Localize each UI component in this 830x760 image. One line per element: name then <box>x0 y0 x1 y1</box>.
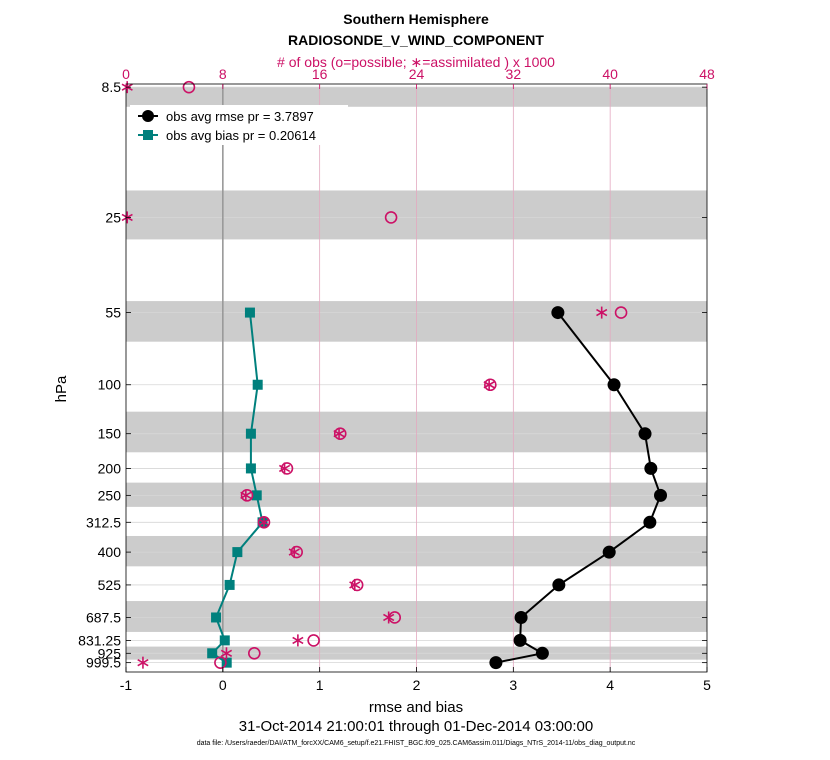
obs-assimilated-point <box>483 378 495 391</box>
obs-possible-point <box>290 545 303 559</box>
chart-subtitle: RADIOSONDE_V_WIND_COMPONENT <box>288 32 544 48</box>
obs-assimilated-point <box>333 427 345 440</box>
legend: obs avg rmse pr = 3.7897 obs avg bias pr… <box>130 105 348 145</box>
obs-count-markers <box>121 80 628 669</box>
obs-assimilated-point <box>220 647 233 660</box>
top-tick-label: 0 <box>122 66 130 82</box>
x-tick-label: 4 <box>606 677 614 693</box>
obs-assimilated-point <box>137 656 149 669</box>
rmse-point <box>513 633 527 647</box>
x-axis-ticks: -1 0 1 2 3 4 5 <box>120 667 711 693</box>
y-tick-label: 55 <box>105 305 121 321</box>
rmse-point <box>514 610 528 624</box>
x-tick-label: 3 <box>509 677 517 693</box>
bias-point <box>232 547 243 558</box>
rmse-point <box>654 488 668 502</box>
date-range: 31-Oct-2014 21:00:01 through 01-Dec-2014… <box>239 718 593 735</box>
rmse-point <box>551 306 565 320</box>
obs-assimilated-point <box>278 462 291 475</box>
rmse-point <box>489 656 503 670</box>
obs-assimilated-point <box>349 578 361 591</box>
y-axis-label: hPa <box>53 375 70 402</box>
obs-possible-point <box>240 489 254 502</box>
bias-point <box>245 428 256 439</box>
bias-point <box>251 490 262 501</box>
rmse-point <box>638 427 652 441</box>
y-tick-label: 525 <box>98 577 122 593</box>
y-tick-label: 831.25 <box>78 632 121 648</box>
obs-possible-point <box>280 462 294 475</box>
bias-point <box>244 307 255 318</box>
rmse-point <box>644 461 658 475</box>
legend-bias-marker <box>143 130 153 140</box>
y-tick-label: 400 <box>98 544 122 560</box>
y-tick-label: 200 <box>98 460 122 476</box>
y-tick-label: 150 <box>98 426 122 442</box>
obs-assimilated-point <box>288 546 300 559</box>
top-tick-label: 40 <box>602 66 618 82</box>
bias-point <box>252 379 263 390</box>
obs-possible-point <box>350 578 364 592</box>
rmse-point <box>552 578 566 592</box>
plot-area: -1 0 1 2 3 4 5 0 8 16 24 32 40 48 8.5 25 55 100 150 200 25… <box>78 66 715 693</box>
obs-assimilated-point <box>292 634 304 647</box>
y-axis-ticks: 8.5 25 55 100 150 200 250 312.5 400 525 687.5 831.2… <box>78 79 707 671</box>
rmse-point <box>607 378 621 392</box>
obs-possible-point <box>182 80 196 94</box>
grid-lines <box>126 84 707 672</box>
bias-point <box>211 612 222 623</box>
data-file-footnote: data file: /Users/raeder/DAI/ATM_forcXX/… <box>197 740 636 747</box>
top-tick-label: 48 <box>699 66 715 82</box>
obs-possible-point <box>484 378 497 392</box>
obs-possible-point <box>307 634 320 647</box>
y-tick-label: 250 <box>98 487 122 503</box>
y-tick-label: 925 <box>98 645 122 661</box>
y-tick-label: 687.5 <box>86 609 121 625</box>
x-tick-label: 0 <box>219 677 227 693</box>
y-tick-label: 25 <box>105 209 121 225</box>
bias-point <box>224 579 235 590</box>
obs-assimilated-point <box>383 611 395 624</box>
obs-possible-point <box>248 646 261 660</box>
x-axis-label: rmse and bias <box>369 699 463 716</box>
rmse-point <box>643 515 657 529</box>
bias-point <box>207 648 218 659</box>
obs-possible-point <box>333 427 347 440</box>
top-tick-label: 32 <box>506 66 522 82</box>
y-tick-label: 999.5 <box>86 655 121 671</box>
top-axis-ticks: 0 8 16 24 32 40 48 <box>122 66 715 89</box>
legend-box <box>130 105 348 145</box>
obs-possible-point <box>214 656 227 669</box>
top-tick-label: 24 <box>409 66 425 82</box>
obs-possible-point <box>384 211 398 224</box>
x-tick-label: 5 <box>703 677 711 693</box>
x-tick-label: -1 <box>120 677 133 693</box>
top-axis-label: # of obs (o=possible; ∗=assimilated ) x … <box>277 54 555 70</box>
y-tick-label: 312.5 <box>86 514 121 530</box>
obs-possible-point <box>614 306 628 319</box>
x-tick-label: 2 <box>413 677 421 693</box>
obs-assimilated-point <box>596 306 608 319</box>
rmse-point <box>535 646 549 660</box>
bias-point <box>245 463 256 474</box>
top-tick-label: 16 <box>312 66 328 82</box>
y-tick-label: 8.5 <box>102 79 122 95</box>
y-tick-label: 100 <box>98 377 122 393</box>
x-tick-label: 1 <box>316 677 324 693</box>
legend-bias-label: obs avg bias pr = 0.20614 <box>166 128 316 143</box>
top-tick-label: 8 <box>219 66 227 82</box>
rmse-point <box>602 545 616 559</box>
legend-rmse-marker <box>142 110 154 122</box>
legend-rmse-label: obs avg rmse pr = 3.7897 <box>166 109 314 124</box>
bias-point <box>219 635 230 646</box>
obs-assimilated-point <box>258 516 270 529</box>
rmse-series <box>489 306 668 670</box>
chart-title: Southern Hemisphere <box>343 11 489 27</box>
obs-assimilated-point <box>240 489 252 502</box>
